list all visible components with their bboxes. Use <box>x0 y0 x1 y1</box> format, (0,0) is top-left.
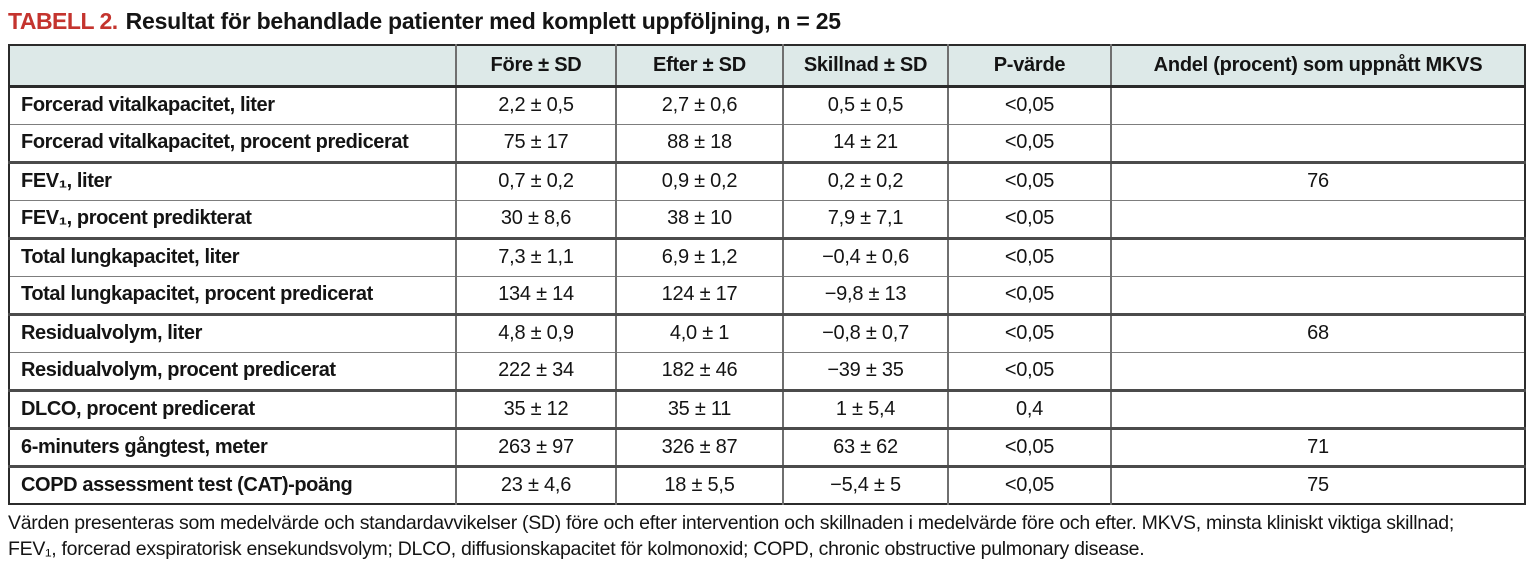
column-header-andel: Andel (procent) som uppnått MKVS <box>1110 45 1525 88</box>
cell-skillnad: 0,2 ± 0,2 <box>782 160 948 200</box>
cell-skillnad: 7,9 ± 7,1 <box>782 199 948 238</box>
table-footnote: Värden presenteras som medelvärde och st… <box>8 510 1524 562</box>
row-label: Residualvolym, liter <box>9 312 456 352</box>
row-label: 6-minuters gångtest, meter <box>9 426 456 466</box>
cell-skillnad: −5,4 ± 5 <box>782 464 948 504</box>
row-label: Total lungkapacitet, liter <box>9 236 456 276</box>
footnote-line-1: Värden presenteras som medelvärde och st… <box>8 512 1454 534</box>
cell-andel <box>1110 275 1525 314</box>
row-label: Total lungkapacitet, procent predicerat <box>9 275 456 314</box>
row-label: Residualvolym, procent predicerat <box>9 351 456 390</box>
table-title: TABELL 2. Resultat för behandlade patient… <box>8 6 1524 36</box>
cell-p-varde: <0,05 <box>947 86 1111 124</box>
footnote-line-2: FEV₁, forcerad exspiratorisk ensekundsvo… <box>8 538 1145 560</box>
cell-fore: 7,3 ± 1,1 <box>455 236 616 276</box>
cell-efter: 2,7 ± 0,6 <box>615 86 783 124</box>
article-table-figure: TABELL 2. Resultat för behandlade patient… <box>8 6 1526 562</box>
cell-skillnad: 1 ± 5,4 <box>782 388 948 428</box>
cell-fore: 134 ± 14 <box>455 275 616 314</box>
row-label: COPD assessment test (CAT)-poäng <box>9 464 456 504</box>
cell-andel: 71 <box>1110 426 1525 466</box>
table-row: DLCO, procent predicerat 35 ± 12 35 ± 11… <box>9 388 1525 428</box>
cell-andel <box>1110 351 1525 390</box>
cell-efter: 38 ± 10 <box>615 199 783 238</box>
cell-andel: 68 <box>1110 312 1525 352</box>
row-label: DLCO, procent predicerat <box>9 388 456 428</box>
column-header-fore: Före ± SD <box>455 45 616 88</box>
cell-efter: 4,0 ± 1 <box>615 312 783 352</box>
cell-andel <box>1110 199 1525 238</box>
column-header-skillnad: Skillnad ± SD <box>782 45 948 88</box>
table-row: Residualvolym, procent predicerat 222 ± … <box>9 351 1525 390</box>
cell-efter: 35 ± 11 <box>615 388 783 428</box>
cell-p-varde: <0,05 <box>947 123 1111 162</box>
header-row: Före ± SD Efter ± SD Skillnad ± SD P-vär… <box>9 45 1525 88</box>
cell-fore: 35 ± 12 <box>455 388 616 428</box>
cell-fore: 23 ± 4,6 <box>455 464 616 504</box>
cell-p-varde: <0,05 <box>947 160 1111 200</box>
table-row: COPD assessment test (CAT)-poäng 23 ± 4,… <box>9 464 1525 504</box>
cell-efter: 182 ± 46 <box>615 351 783 390</box>
table-row: Residualvolym, liter 4,8 ± 0,9 4,0 ± 1 −… <box>9 312 1525 352</box>
table-number-label: TABELL 2. <box>8 8 118 34</box>
cell-andel <box>1110 236 1525 276</box>
cell-andel: 76 <box>1110 160 1525 200</box>
row-label: FEV₁, liter <box>9 160 456 200</box>
table-row: Total lungkapacitet, procent predicerat … <box>9 275 1525 314</box>
table-row: FEV₁, liter 0,7 ± 0,2 0,9 ± 0,2 0,2 ± 0,… <box>9 160 1525 200</box>
cell-fore: 222 ± 34 <box>455 351 616 390</box>
column-header-p-varde: P-värde <box>947 45 1111 88</box>
cell-skillnad: −9,8 ± 13 <box>782 275 948 314</box>
table-row: Total lungkapacitet, liter 7,3 ± 1,1 6,9… <box>9 236 1525 276</box>
cell-p-varde: <0,05 <box>947 426 1111 466</box>
cell-p-varde: <0,05 <box>947 312 1111 352</box>
row-label: FEV₁, procent predikterat <box>9 199 456 238</box>
column-header-empty <box>9 45 456 88</box>
table-row: 6-minuters gångtest, meter 263 ± 97 326 … <box>9 426 1525 466</box>
row-label: Forcerad vitalkapacitet, procent predice… <box>9 123 456 162</box>
cell-p-varde: <0,05 <box>947 464 1111 504</box>
cell-fore: 263 ± 97 <box>455 426 616 466</box>
row-label: Forcerad vitalkapacitet, liter <box>21 94 275 116</box>
cell-skillnad: 0,5 ± 0,5 <box>782 86 948 124</box>
cell-p-varde: <0,05 <box>947 199 1111 238</box>
cell-andel <box>1110 388 1525 428</box>
cell-skillnad: 63 ± 62 <box>782 426 948 466</box>
table-title-text: Resultat för behandlade patienter med ko… <box>125 8 841 34</box>
cell-p-varde: <0,05 <box>947 275 1111 314</box>
column-header-efter: Efter ± SD <box>615 45 783 88</box>
cell-efter: 18 ± 5,5 <box>615 464 783 504</box>
cell-andel <box>1110 123 1525 162</box>
cell-andel: 75 <box>1110 464 1525 504</box>
cell-skillnad: −0,8 ± 0,7 <box>782 312 948 352</box>
cell-efter: 124 ± 17 <box>615 275 783 314</box>
table-row: Forcerad vitalkapacitet, procent predice… <box>9 123 1525 162</box>
cell-andel <box>1110 86 1525 124</box>
cell-fore: 75 ± 17 <box>455 123 616 162</box>
table-row: Forcerad vitalkapacitet, liter 2,2 ± 0,5… <box>9 86 1525 124</box>
cell-p-varde: 0,4 <box>947 388 1111 428</box>
cell-fore: 2,2 ± 0,5 <box>455 86 616 124</box>
cell-p-varde: <0,05 <box>947 351 1111 390</box>
cell-skillnad: 14 ± 21 <box>782 123 948 162</box>
cell-fore: 4,8 ± 0,9 <box>455 312 616 352</box>
cell-efter: 0,9 ± 0,2 <box>615 160 783 200</box>
cell-fore: 30 ± 8,6 <box>455 199 616 238</box>
cell-fore: 0,7 ± 0,2 <box>455 160 616 200</box>
cell-efter: 326 ± 87 <box>615 426 783 466</box>
cell-skillnad: −39 ± 35 <box>782 351 948 390</box>
cell-skillnad: −0,4 ± 0,6 <box>782 236 948 276</box>
table-row: FEV₁, procent predikterat 30 ± 8,6 38 ± … <box>9 199 1525 238</box>
cell-efter: 88 ± 18 <box>615 123 783 162</box>
cell-efter: 6,9 ± 1,2 <box>615 236 783 276</box>
results-table: Före ± SD Efter ± SD Skillnad ± SD P-vär… <box>8 44 1526 505</box>
cell-p-varde: <0,05 <box>947 236 1111 276</box>
